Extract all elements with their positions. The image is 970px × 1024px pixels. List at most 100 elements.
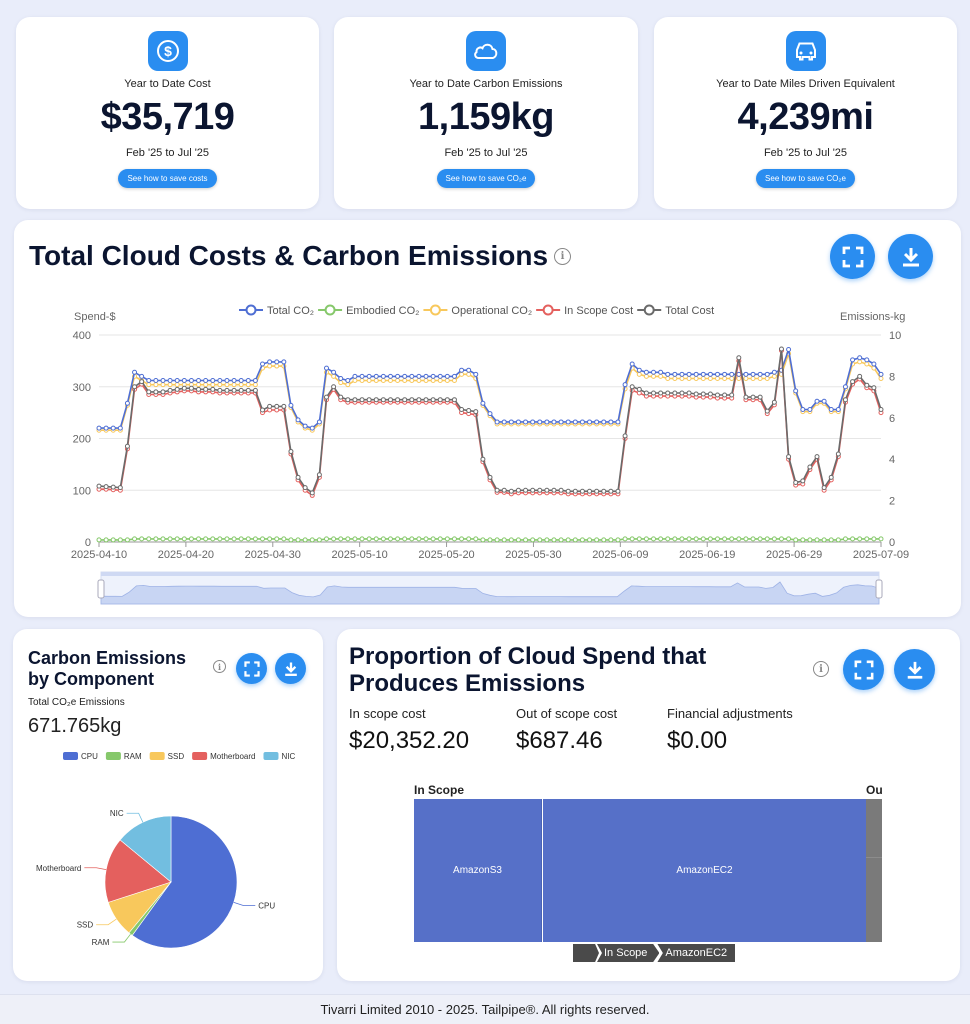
data-point (224, 378, 230, 384)
data-point (821, 400, 827, 406)
data-point (828, 474, 834, 480)
data-point (828, 407, 834, 413)
data-point (544, 487, 550, 493)
data-point (643, 536, 649, 542)
breadcrumb-root[interactable] (573, 944, 599, 962)
data-point (451, 373, 457, 379)
data-point (352, 536, 358, 542)
save-co2-button[interactable]: See how to save CO₂e (756, 169, 855, 188)
treemap-header-in-scope: In Scope (414, 783, 465, 797)
data-point (558, 537, 564, 543)
fullscreen-button[interactable] (830, 234, 875, 279)
data-point (515, 421, 521, 427)
save-costs-button[interactable]: See how to save costs (118, 169, 217, 188)
data-point (281, 536, 287, 542)
data-point (579, 488, 585, 494)
data-point (416, 536, 422, 542)
data-point (579, 537, 585, 543)
legend-label: RAM (124, 752, 142, 761)
data-point (331, 384, 337, 390)
legend-swatch (263, 752, 279, 760)
y-right-tick: 10 (889, 330, 901, 342)
data-point (323, 369, 329, 375)
data-point (729, 375, 735, 381)
legend-swatch (63, 752, 78, 760)
data-point (658, 393, 664, 399)
cloud-icon (466, 31, 506, 71)
kpi-value: 4,239mi (737, 96, 874, 138)
data-point (501, 489, 507, 495)
download-button[interactable] (888, 234, 933, 279)
data-point (622, 536, 628, 542)
component-chart-card: Carbon Emissions by Component i Total CO… (13, 629, 323, 981)
kpi-range: Feb '25 to Jul '25 (444, 147, 528, 159)
fullscreen-button[interactable] (236, 653, 267, 684)
data-point (501, 487, 507, 493)
treemap-block-amazonec2[interactable]: AmazonEC2 (543, 799, 866, 942)
data-point (217, 387, 223, 393)
data-point (295, 474, 301, 480)
data-point (636, 390, 642, 396)
data-point (395, 399, 401, 405)
y-right-tick: 4 (889, 454, 895, 466)
data-point (224, 387, 230, 393)
data-point (387, 378, 393, 384)
data-point (707, 375, 713, 381)
save-co2-button[interactable]: See how to save CO₂e (436, 169, 536, 188)
data-point (295, 419, 301, 425)
data-point (402, 399, 408, 405)
data-point (807, 407, 813, 413)
download-button[interactable] (894, 649, 935, 690)
data-point (601, 491, 607, 497)
data-point (800, 407, 806, 413)
y-right-tick: 0 (889, 537, 895, 549)
data-point (302, 425, 308, 431)
data-point (267, 536, 273, 542)
data-point (693, 375, 699, 381)
info-icon[interactable]: i (213, 660, 226, 673)
spend-title-line1: Proportion of Cloud Spend that (349, 643, 707, 670)
treemap-block-amazons3[interactable]: AmazonS3 (414, 799, 542, 942)
data-point (558, 421, 564, 427)
data-point (196, 389, 202, 395)
data-point (459, 536, 465, 542)
data-point (103, 486, 109, 492)
breadcrumb-item[interactable]: AmazonEC2 (657, 944, 736, 962)
data-point (245, 387, 251, 393)
data-point (238, 390, 244, 396)
data-point (473, 536, 479, 542)
data-point (793, 479, 799, 485)
pie-label-line (233, 902, 256, 906)
info-icon[interactable]: i (813, 661, 829, 677)
data-point (338, 375, 344, 381)
breadcrumb-item[interactable]: In Scope (597, 944, 660, 962)
data-point (537, 487, 543, 493)
fullscreen-button[interactable] (843, 649, 884, 690)
data-point (587, 537, 593, 543)
treemap-block-out-of-scope[interactable] (866, 799, 882, 942)
data-point (835, 454, 841, 460)
data-point (736, 536, 742, 542)
data-point (729, 371, 735, 377)
info-icon[interactable]: i (554, 248, 571, 265)
treemap-divider (866, 857, 882, 858)
component-title-line1: Carbon Emissions (28, 648, 187, 668)
data-point (167, 536, 173, 542)
data-point (103, 427, 109, 433)
data-point (771, 369, 777, 375)
data-point (217, 390, 223, 396)
data-point (786, 536, 792, 542)
data-point (814, 454, 820, 460)
data-point (643, 369, 649, 375)
pie-label-line (96, 918, 117, 926)
data-point (665, 371, 671, 377)
data-point (338, 394, 344, 400)
kpi-label: Year to Date Cost (124, 78, 211, 90)
data-point (231, 378, 237, 384)
data-point (672, 371, 678, 377)
download-button[interactable] (275, 653, 306, 684)
data-point (643, 393, 649, 399)
data-point (459, 407, 465, 413)
pie-label-line (84, 867, 107, 871)
data-point (281, 407, 287, 413)
